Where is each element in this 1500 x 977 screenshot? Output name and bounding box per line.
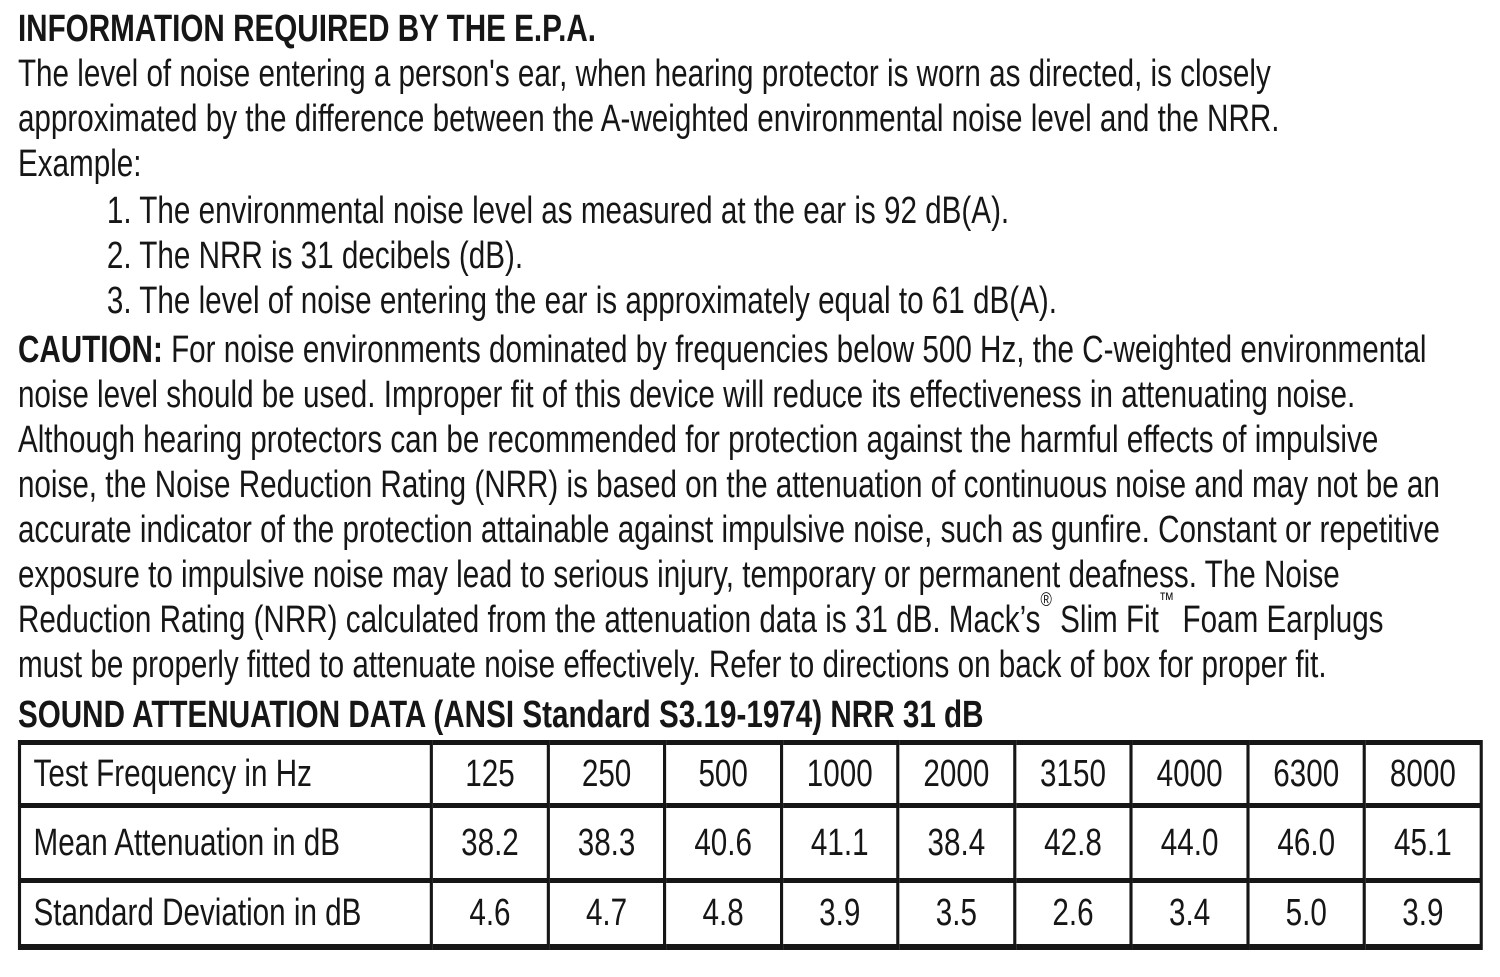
value-cell: 38.3 — [546, 803, 667, 883]
value-cell: 3150 — [1013, 740, 1133, 808]
value-cell: 38.2 — [430, 803, 550, 883]
example-list: 1. The environmental noise level as meas… — [107, 189, 1500, 324]
epa-information-document: INFORMATION REQUIRED BY THE E.P.A. The l… — [17, 8, 1500, 950]
intro-line: approximated by the difference between t… — [17, 98, 1280, 140]
row-label-cell: Mean Attenuation in dB — [17, 803, 434, 883]
example-item: 1. The environmental noise level as meas… — [106, 190, 1010, 232]
caution-line: noise, the Noise Reduction Rating (NRR) … — [17, 464, 1440, 506]
value-cell: 3.4 — [1129, 878, 1250, 950]
sound-attenuation-table: Test Frequency in Hz 125 250 500 1000 20… — [17, 740, 1483, 950]
value-cell: 6300 — [1246, 740, 1367, 808]
table-row-mean-attenuation: Mean Attenuation in dB 38.2 38.3 40.6 41… — [17, 803, 1483, 883]
value-cell: 4.8 — [663, 878, 784, 950]
caution-line: Reduction Rating (NRR) calculated from t… — [17, 589, 1384, 641]
value-cell: 38.4 — [896, 803, 1017, 883]
example-item: 3. The level of noise entering the ear i… — [106, 280, 1057, 322]
value-cell: 4.6 — [430, 878, 550, 950]
value-cell: 125 — [430, 740, 550, 808]
table-row-test-frequency: Test Frequency in Hz 125 250 500 1000 20… — [17, 740, 1483, 808]
caution-line: accurate indicator of the protection att… — [17, 509, 1440, 551]
intro-paragraph: The level of noise entering a person's e… — [18, 52, 1500, 187]
value-cell: 40.6 — [663, 803, 784, 883]
value-cell: 46.0 — [1246, 803, 1367, 883]
value-cell: 42.8 — [1013, 803, 1133, 883]
value-cell: 41.1 — [779, 803, 900, 883]
row-label-cell: Standard Deviation in dB — [17, 878, 434, 950]
value-cell: 4.7 — [546, 878, 667, 950]
value-cell: 1000 — [779, 740, 900, 808]
value-cell: 250 — [546, 740, 667, 808]
page-title: INFORMATION REQUIRED BY THE E.P.A. — [17, 8, 596, 50]
caution-line: CAUTION: For noise environments dominate… — [18, 328, 1500, 373]
row-label-cell: Test Frequency in Hz — [17, 740, 434, 808]
example-item: 2. The NRR is 31 decibels (dB). — [106, 235, 524, 277]
value-cell: 45.1 — [1362, 803, 1483, 883]
example-label: Example: — [17, 143, 142, 185]
value-cell: 4000 — [1129, 740, 1250, 808]
value-cell: 3.9 — [1362, 878, 1483, 950]
caution-line: Although hearing protectors can be recom… — [17, 419, 1379, 461]
value-cell: 3.5 — [896, 878, 1017, 950]
caution-line: must be properly fitted to attenuate noi… — [17, 644, 1327, 686]
sound-attenuation-heading: SOUND ATTENUATION DATA (ANSI Standard S3… — [17, 694, 984, 736]
value-cell: 2000 — [896, 740, 1017, 808]
caution-line: exposure to impulsive noise may lead to … — [17, 554, 1340, 596]
value-cell: 3.9 — [779, 878, 900, 950]
value-cell: 2.6 — [1013, 878, 1133, 950]
value-cell: 5.0 — [1246, 878, 1367, 950]
caution-line: noise level should be used. Improper fit… — [17, 374, 1356, 416]
table-row-standard-deviation: Standard Deviation in dB 4.6 4.7 4.8 3.9… — [17, 878, 1483, 950]
caution-text: For noise environments dominated by freq… — [162, 329, 1427, 371]
caution-paragraph: CAUTION: For noise environments dominate… — [18, 328, 1500, 688]
value-cell: 500 — [663, 740, 784, 808]
value-cell: 44.0 — [1129, 803, 1250, 883]
value-cell: 8000 — [1362, 740, 1483, 808]
intro-line: The level of noise entering a person's e… — [17, 53, 1271, 95]
caution-label: CAUTION: — [17, 329, 163, 371]
